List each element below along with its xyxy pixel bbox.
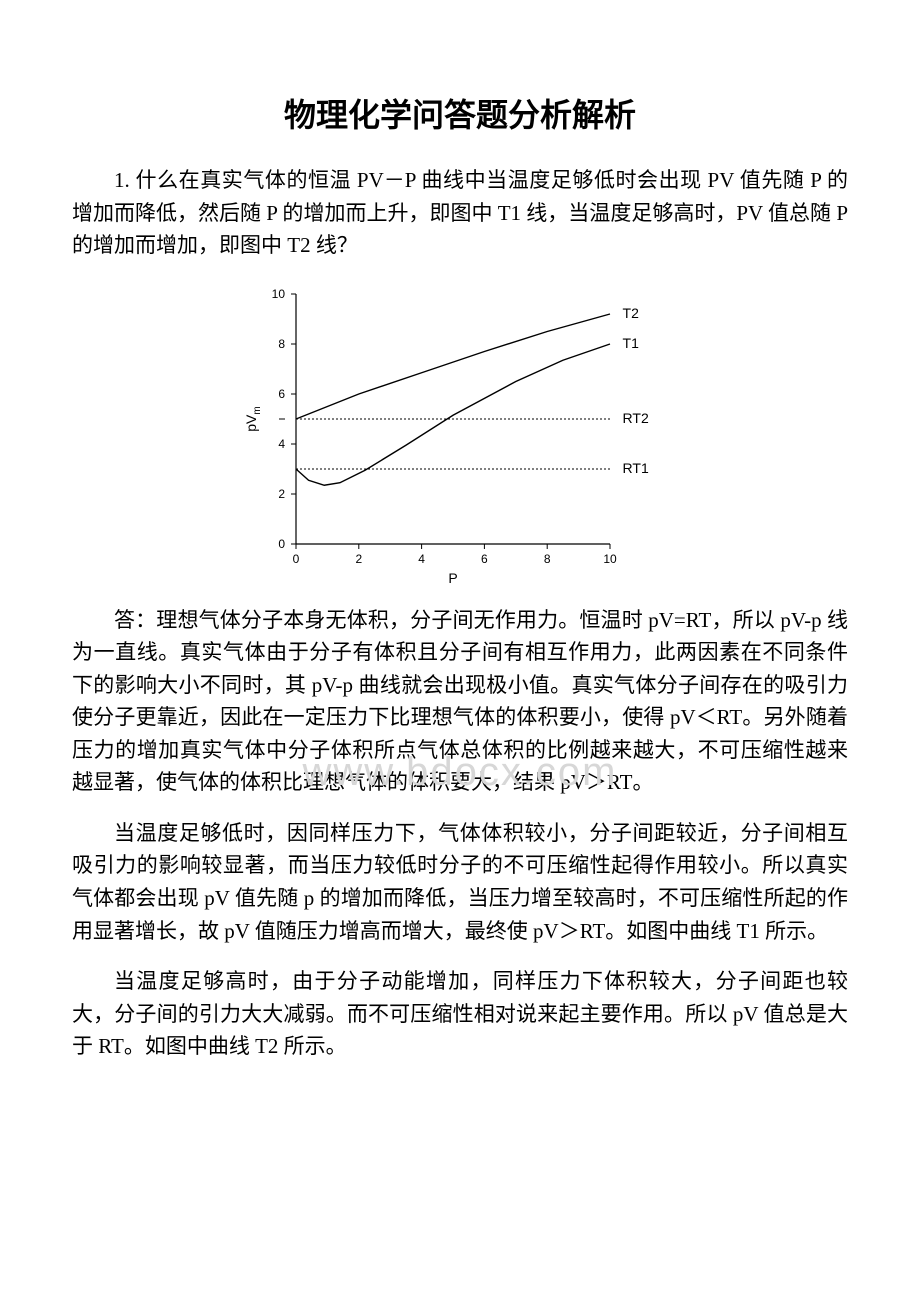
svg-text:6: 6 xyxy=(481,552,488,566)
pv-chart: 0 2 4 6 8 10 0 2 4 6 8 10 PpVm RT2 RT1 T2 T1 xyxy=(240,280,680,590)
svg-text:2: 2 xyxy=(278,487,285,501)
svg-text:pVm: pVm xyxy=(243,406,263,431)
svg-text:10: 10 xyxy=(603,552,617,566)
answer-para-3: 当温度足够高时，由于分子动能增加，同样压力下体积较大，分子间距也较大，分子间的引… xyxy=(72,965,848,1063)
svg-text:4: 4 xyxy=(278,437,285,451)
svg-text:T1: T1 xyxy=(623,335,640,351)
svg-text:4: 4 xyxy=(418,552,425,566)
answer-para-1: 答：理想气体分子本身无体积，分子间无作用力。恒温时 pV=RT，所以 pV-p … xyxy=(72,604,848,799)
svg-text:RT1: RT1 xyxy=(623,460,649,476)
page-title: 物理化学问答题分析解析 xyxy=(72,90,848,136)
svg-text:6: 6 xyxy=(278,387,285,401)
svg-text:0: 0 xyxy=(293,552,300,566)
svg-text:0: 0 xyxy=(278,537,285,551)
chart-container: 0 2 4 6 8 10 0 2 4 6 8 10 PpVm RT2 RT1 T2 T1 xyxy=(72,280,848,590)
answer-para-2: 当温度足够低时，因同样压力下，气体体积较小，分子间距较近，分子间相互吸引力的影响… xyxy=(72,817,848,947)
svg-text:8: 8 xyxy=(544,552,551,566)
svg-text:8: 8 xyxy=(278,337,285,351)
svg-text:2: 2 xyxy=(355,552,362,566)
svg-text:P: P xyxy=(448,570,457,586)
svg-text:RT2: RT2 xyxy=(623,410,649,426)
svg-text:10: 10 xyxy=(272,287,286,301)
svg-text:T2: T2 xyxy=(623,305,640,321)
question-text: 1. 什么在真实气体的恒温 PV－P 曲线中当温度足够低时会出现 PV 值先随 … xyxy=(72,164,848,262)
